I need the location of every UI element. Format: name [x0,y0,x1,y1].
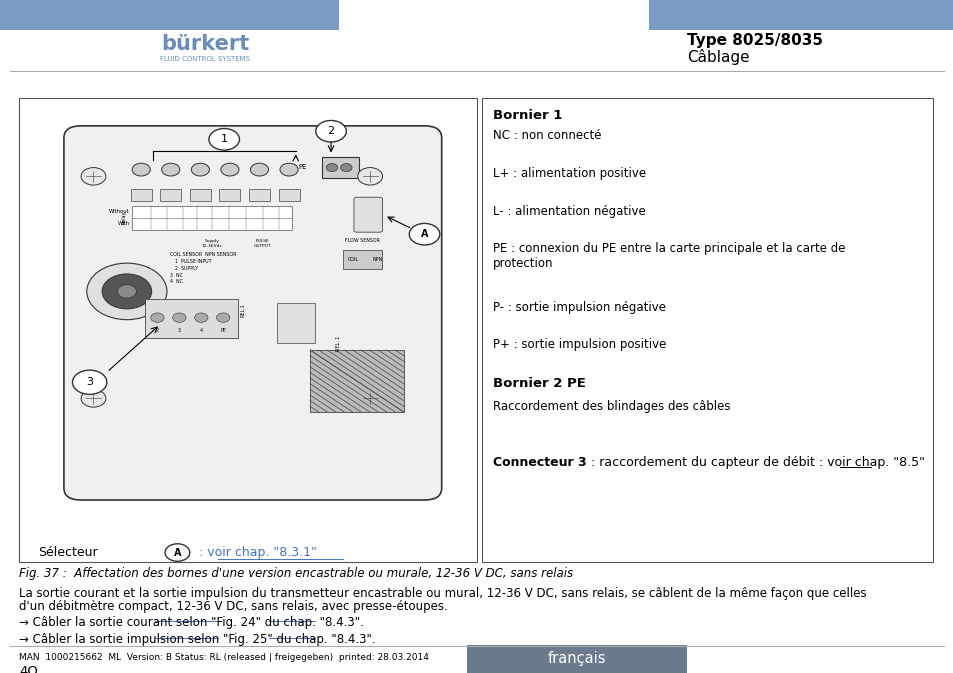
Text: P- : sortie impulsion négative: P- : sortie impulsion négative [493,301,665,314]
FancyBboxPatch shape [145,299,238,338]
Text: P+ : sortie impulsion positive: P+ : sortie impulsion positive [493,339,666,351]
Text: 4  NC: 4 NC [170,279,182,285]
Text: 3: 3 [177,328,181,332]
FancyBboxPatch shape [132,206,292,230]
Text: bürkert: bürkert [161,34,249,54]
Circle shape [209,129,239,150]
Circle shape [165,544,190,561]
Circle shape [72,370,107,394]
FancyBboxPatch shape [276,303,314,343]
Circle shape [216,313,230,322]
Circle shape [220,163,238,176]
Text: FLOW SENSOR: FLOW SENSOR [345,238,379,243]
Text: 3  NC: 3 NC [170,273,182,278]
Text: 2: 2 [327,127,335,136]
Text: REL.1: REL.1 [240,303,246,316]
Circle shape [191,163,210,176]
Text: : raccordement du capteur de débit : voir chap. "8.5": : raccordement du capteur de débit : voi… [586,456,923,469]
FancyBboxPatch shape [249,189,270,201]
Text: L- : alimentation négative: L- : alimentation négative [493,205,645,217]
Text: 2: 2 [155,328,159,332]
Circle shape [280,163,297,176]
FancyBboxPatch shape [19,98,476,562]
Circle shape [172,313,186,322]
Text: → Câbler la sortie courant selon "Fig. 24" du chap. "8.4.3".: → Câbler la sortie courant selon "Fig. 2… [19,616,364,629]
Text: 3: 3 [86,378,93,387]
Text: Bornier 2 PE: Bornier 2 PE [493,377,585,390]
Text: Supply
12-36Vdc: Supply 12-36Vdc [201,239,222,248]
FancyBboxPatch shape [190,189,211,201]
Text: COIL SENSOR  NPN SENSOR: COIL SENSOR NPN SENSOR [170,252,236,257]
Text: → Câbler la sortie impulsion selon "Fig. 25" du chap. "8.4.3".: → Câbler la sortie impulsion selon "Fig.… [19,633,375,645]
Circle shape [132,163,150,176]
Circle shape [357,390,382,407]
Circle shape [87,263,167,320]
Text: Type 8025/8035: Type 8025/8035 [686,33,822,48]
Text: 2  SUPPLY: 2 SUPPLY [174,266,197,271]
FancyBboxPatch shape [310,350,403,412]
FancyBboxPatch shape [322,157,358,178]
Text: français: français [547,651,606,666]
Text: MAN  1000215662  ML  Version: B Status: RL (released | freigegeben)  printed: 28: MAN 1000215662 ML Version: B Status: RL … [19,653,429,662]
FancyBboxPatch shape [131,189,152,201]
Text: NC : non connecté: NC : non connecté [493,129,601,142]
Text: Sélecteur: Sélecteur [38,546,98,559]
Circle shape [117,285,136,298]
Circle shape [357,168,382,185]
Text: PE: PE [220,328,226,332]
FancyBboxPatch shape [343,250,381,269]
Text: L+ : alimentation positive: L+ : alimentation positive [493,167,646,180]
Text: With: With [117,221,130,226]
FancyBboxPatch shape [481,98,932,562]
Text: PE : connexion du PE entre la carte principale et la carte de
protection: PE : connexion du PE entre la carte prin… [493,242,844,271]
Text: : voir chap. "8.3.1": : voir chap. "8.3.1" [194,546,316,559]
Circle shape [326,164,337,172]
Text: Bornier 1: Bornier 1 [493,109,562,122]
Text: PULSE
OUTPUT: PULSE OUTPUT [253,239,271,248]
Circle shape [151,313,164,322]
FancyBboxPatch shape [648,0,953,30]
Text: Relay: Relay [121,211,127,224]
Text: FLUID CONTROL SYSTEMS: FLUID CONTROL SYSTEMS [160,57,250,62]
Circle shape [194,313,208,322]
FancyBboxPatch shape [219,189,240,201]
FancyBboxPatch shape [467,645,686,673]
FancyBboxPatch shape [160,189,181,201]
FancyBboxPatch shape [278,189,299,201]
Text: 4O: 4O [19,665,38,673]
Text: La sortie courant et la sortie impulsion du transmetteur encastrable ou mural, 1: La sortie courant et la sortie impulsion… [19,587,865,600]
Text: 1  PULSE INPUT: 1 PULSE INPUT [174,259,211,264]
FancyBboxPatch shape [354,197,382,232]
Text: A: A [173,548,181,557]
Text: Câblage: Câblage [686,48,749,65]
FancyBboxPatch shape [0,0,338,30]
Text: NPN: NPN [372,257,382,262]
Text: A: A [420,229,428,239]
Text: COIL: COIL [348,257,359,262]
Circle shape [409,223,439,245]
Text: d'un débitmètre compact, 12-36 V DC, sans relais, avec presse-étoupes.: d'un débitmètre compact, 12-36 V DC, san… [19,600,447,613]
Text: Connecteur 3: Connecteur 3 [493,456,586,469]
Circle shape [161,163,179,176]
Circle shape [102,274,152,309]
FancyBboxPatch shape [64,126,441,500]
Text: 1: 1 [220,135,228,144]
Circle shape [340,164,352,172]
Text: Fig. 37 :  Affectation des bornes d'une version encastrable ou murale, 12-36 V D: Fig. 37 : Affectation des bornes d'une v… [19,567,573,580]
Text: Raccordement des blindages des câbles: Raccordement des blindages des câbles [493,400,730,413]
Circle shape [315,120,346,142]
Text: REL. 1: REL. 1 [335,336,341,351]
Circle shape [81,390,106,407]
Text: PE: PE [298,164,306,170]
Circle shape [250,163,269,176]
Text: Without: Without [109,209,130,214]
Circle shape [81,168,106,185]
Text: 4: 4 [199,328,203,332]
